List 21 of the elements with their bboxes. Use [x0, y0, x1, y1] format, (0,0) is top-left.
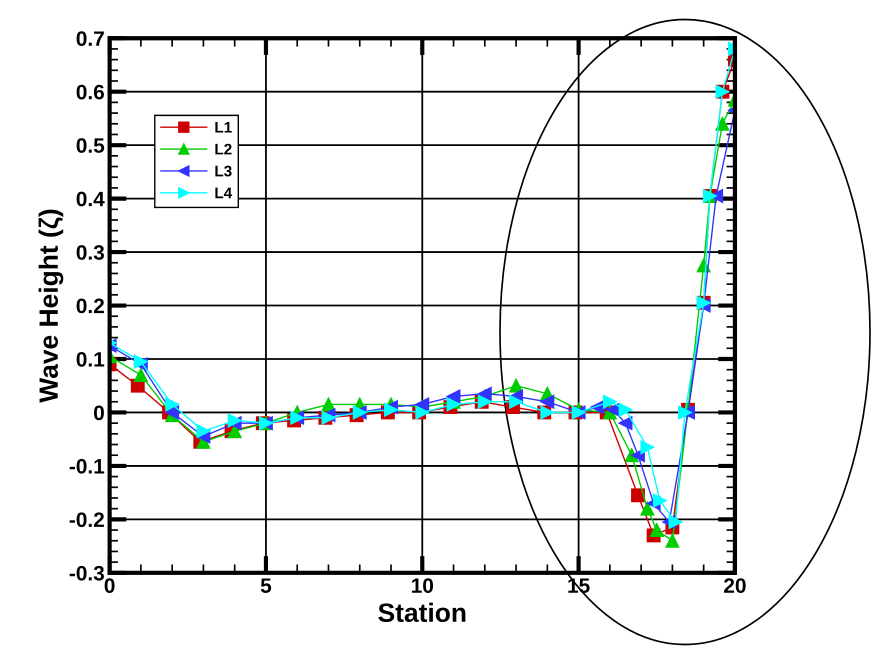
- y-tick-label: 0: [94, 405, 104, 420]
- y-tick-label: 0.5: [76, 138, 104, 153]
- y-tick-label: -0.1: [70, 458, 104, 474]
- y-tick-label: 0.7: [76, 31, 104, 46]
- y-tick-label: 0.6: [76, 84, 104, 100]
- y-tick-label: -0.2: [70, 512, 104, 528]
- y-axis-title: Wave Height (ζ): [38, 210, 64, 403]
- y-tick-label: -0.3: [70, 566, 104, 581]
- x-tick-label: 10: [412, 578, 434, 593]
- x-tick-label: 5: [260, 578, 272, 593]
- legend-label: L4: [215, 188, 232, 198]
- y-tick-label: 0.4: [76, 192, 105, 206]
- y-tick-label: 0.3: [76, 245, 104, 260]
- x-tick-label: 0: [104, 578, 115, 593]
- y-tick-label: 0.1: [76, 352, 104, 367]
- y-tick-label: 0.2: [76, 298, 104, 314]
- x-tick-label: 20: [724, 578, 746, 593]
- legend-label: L2: [215, 144, 232, 154]
- x-axis-title: Station: [378, 602, 466, 622]
- legend-label: L3: [215, 166, 232, 176]
- legend-label: L1: [215, 122, 232, 133]
